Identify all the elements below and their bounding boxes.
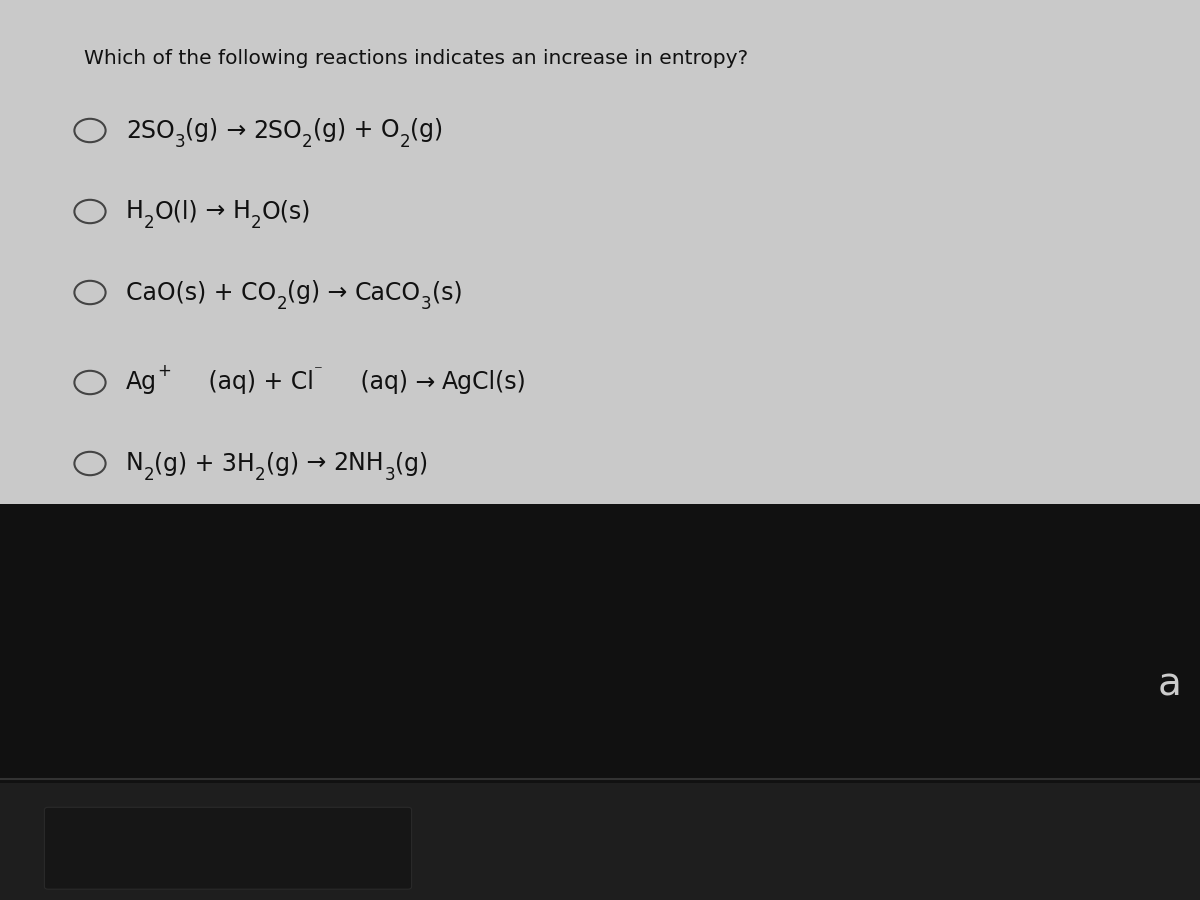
Text: →: → <box>408 371 443 394</box>
Text: 2: 2 <box>251 214 262 232</box>
Text: 3: 3 <box>384 466 395 484</box>
Text: (g) + 3H: (g) + 3H <box>155 452 256 475</box>
Text: 3: 3 <box>421 295 432 313</box>
Text: H: H <box>233 200 251 223</box>
Text: 2NH: 2NH <box>334 452 384 475</box>
FancyBboxPatch shape <box>0 783 1200 900</box>
Text: 2: 2 <box>302 133 313 151</box>
Text: (g): (g) <box>287 281 320 304</box>
Text: 2: 2 <box>400 133 410 151</box>
Text: 3: 3 <box>175 133 185 151</box>
Text: a: a <box>1158 665 1182 703</box>
Text: ⁻: ⁻ <box>313 362 323 380</box>
Text: →: → <box>299 452 334 475</box>
Text: →: → <box>198 200 233 223</box>
Text: N: N <box>126 452 144 475</box>
Text: CaCO: CaCO <box>355 281 421 304</box>
Text: (g): (g) <box>410 119 443 142</box>
Text: 2: 2 <box>256 466 265 484</box>
Text: (g): (g) <box>395 452 428 475</box>
Text: →: → <box>218 119 253 142</box>
Text: AgCl(s): AgCl(s) <box>443 371 527 394</box>
Text: 2SO: 2SO <box>126 119 175 142</box>
FancyBboxPatch shape <box>44 807 412 889</box>
Text: →: → <box>320 281 355 304</box>
Text: (g): (g) <box>265 452 299 475</box>
Text: 2: 2 <box>144 214 155 232</box>
Text: +: + <box>157 362 170 380</box>
Text: H: H <box>126 200 144 223</box>
Text: 2SO: 2SO <box>253 119 302 142</box>
FancyBboxPatch shape <box>0 0 1200 504</box>
Text: CaO(s) + CO: CaO(s) + CO <box>126 281 276 304</box>
Text: (s): (s) <box>432 281 462 304</box>
Text: Ag: Ag <box>126 371 157 394</box>
Text: 2: 2 <box>144 466 155 484</box>
Text: (g): (g) <box>185 119 218 142</box>
Text: O(l): O(l) <box>155 200 198 223</box>
Text: (aq) + Cl: (aq) + Cl <box>170 371 313 394</box>
Text: 2: 2 <box>276 295 287 313</box>
Text: Which of the following reactions indicates an increase in entropy?: Which of the following reactions indicat… <box>84 49 748 68</box>
Text: O(s): O(s) <box>262 200 311 223</box>
FancyBboxPatch shape <box>0 504 1200 783</box>
Text: (aq): (aq) <box>323 371 408 394</box>
Text: (g) + O: (g) + O <box>313 119 400 142</box>
